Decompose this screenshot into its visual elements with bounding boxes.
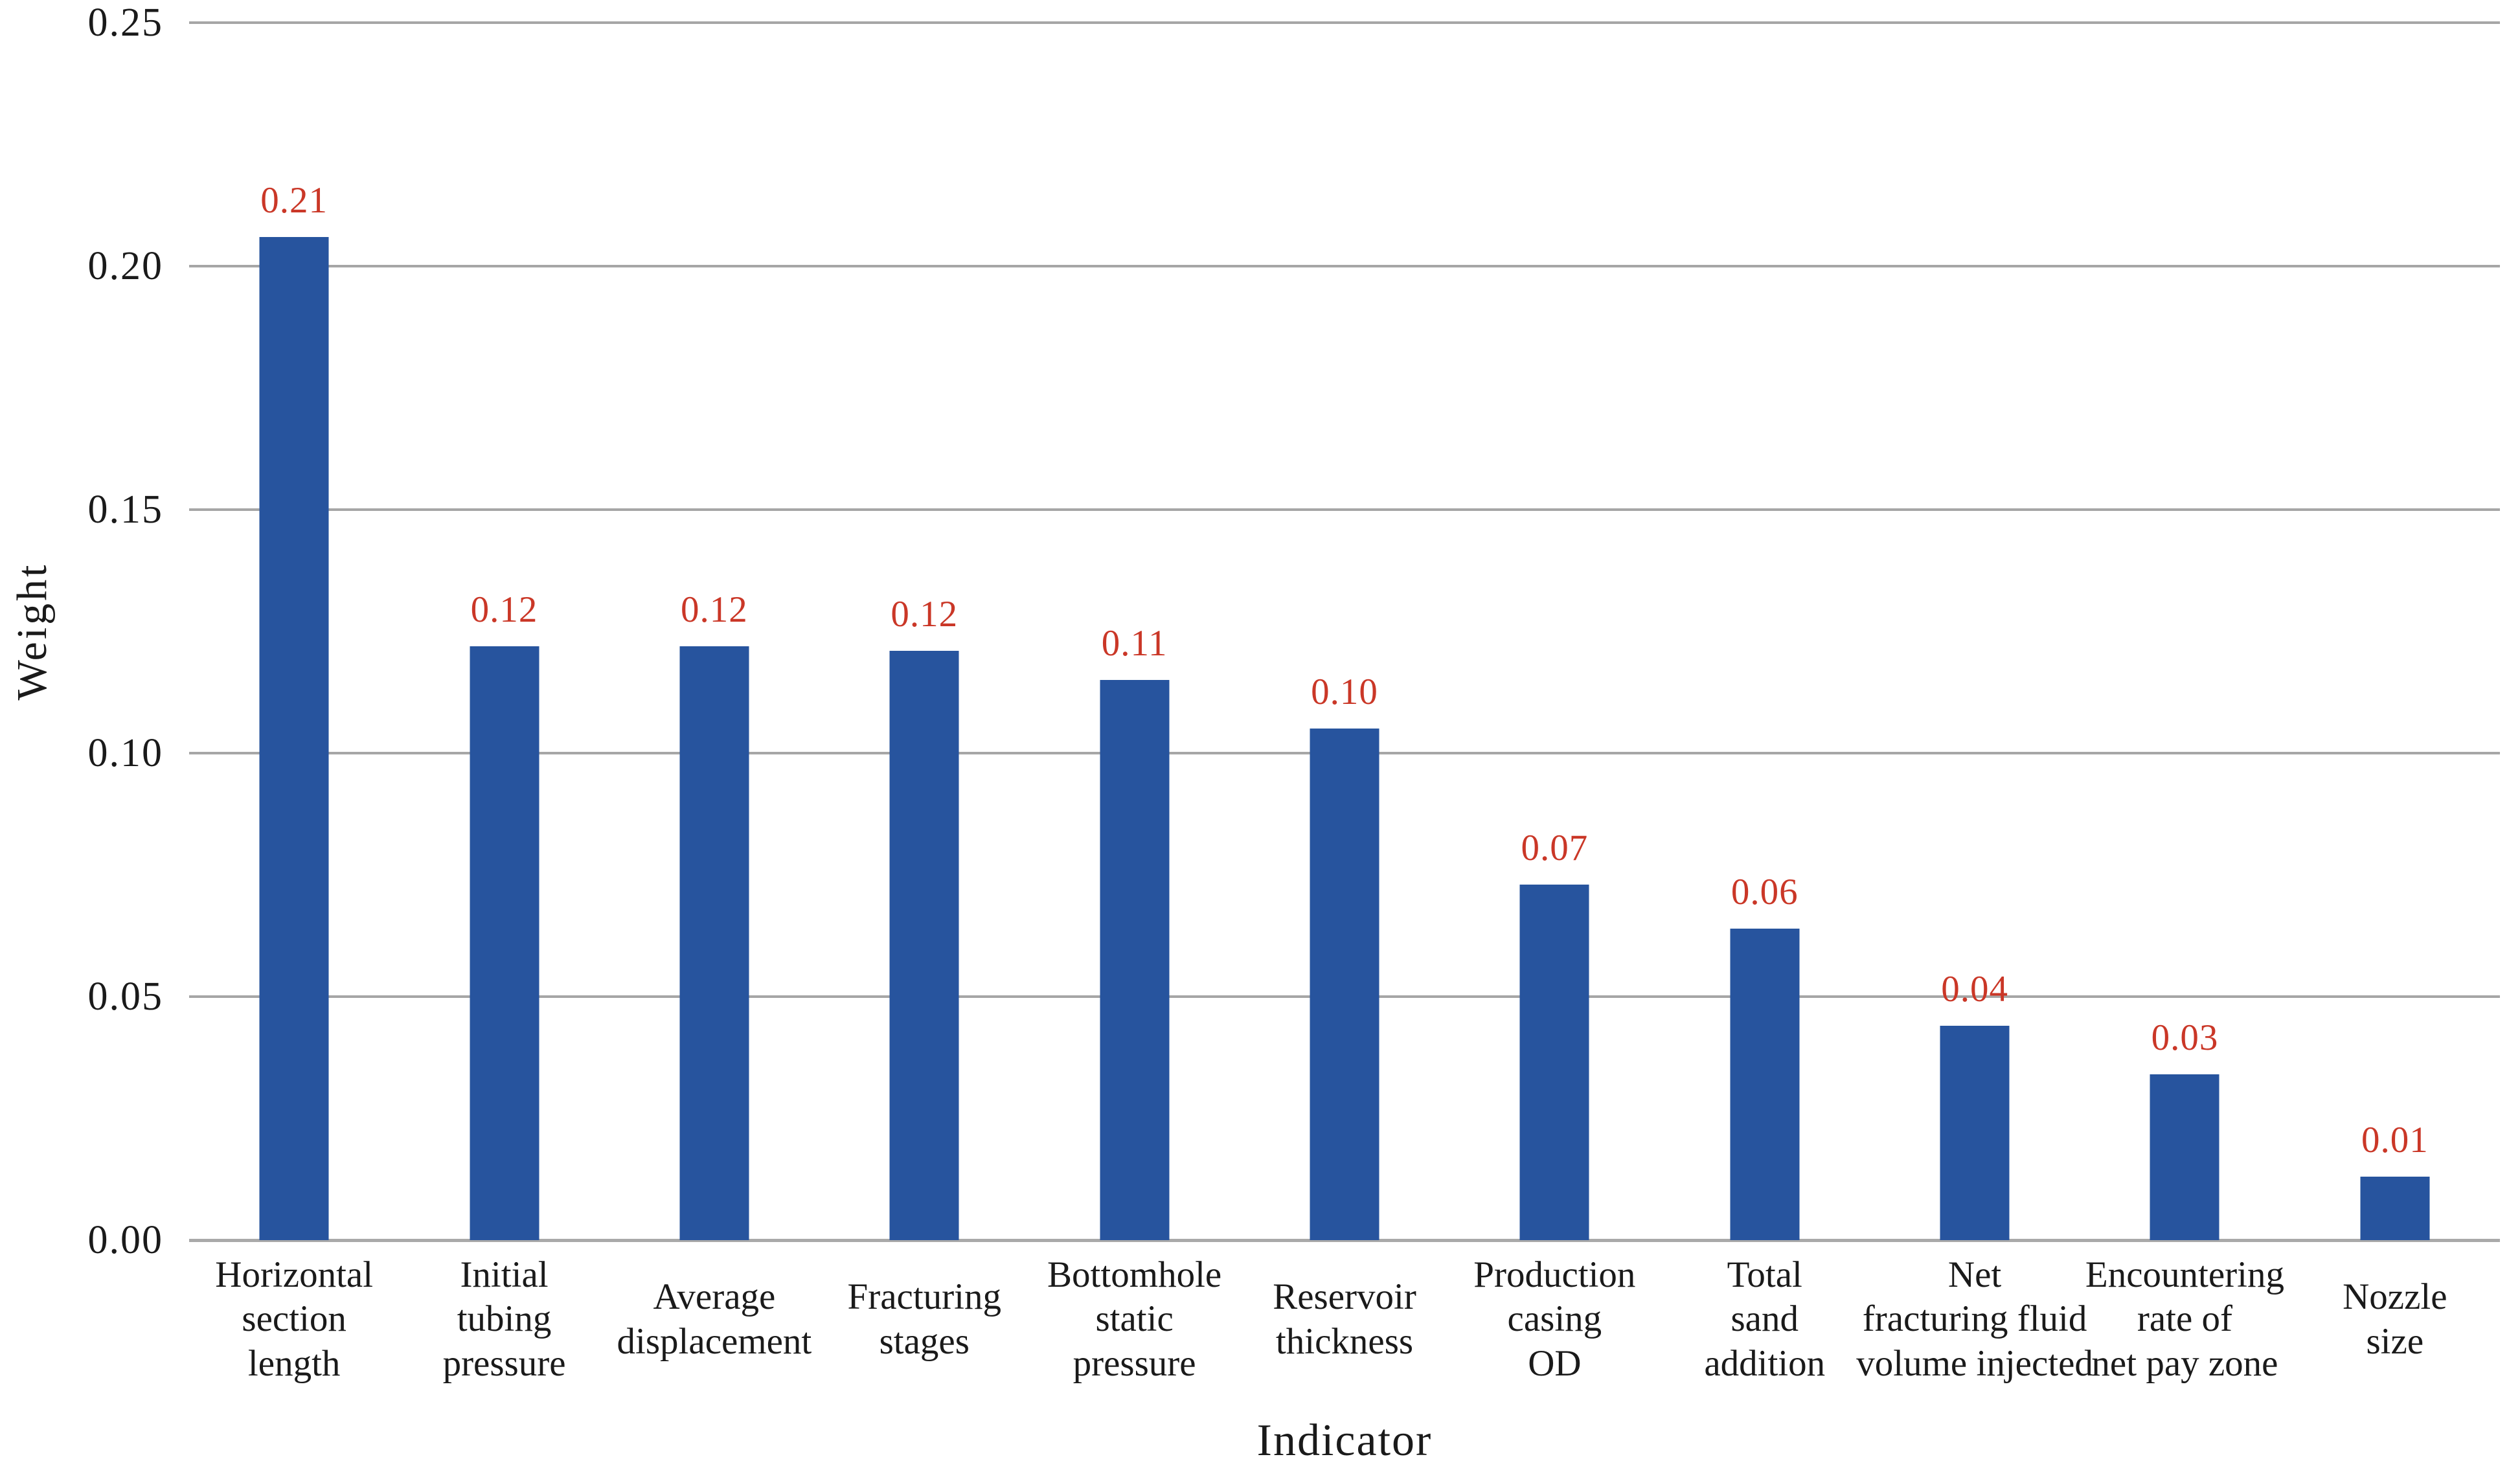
bar-encountering-rate-of-net-pay-zone — [2150, 1074, 2219, 1240]
x-category-label-average-displacement: Average displacement — [617, 1240, 812, 1399]
bar-bottomhole-static-pressure — [1100, 680, 1170, 1240]
bar-value-label: 0.11 — [1101, 623, 1168, 664]
y-tick-label: 0.05 — [87, 975, 163, 1019]
bar-net-fracturing-fluid-volume-injected — [1940, 1026, 2010, 1240]
gridline-0.20 — [189, 265, 2500, 267]
gridline-0.00 — [189, 1239, 2500, 1242]
bar-value-label: 0.12 — [681, 589, 748, 630]
x-category-label-encountering-rate-of-net-pay-zone: Encountering rate of net pay zone — [2085, 1240, 2284, 1399]
gridline-0.15 — [189, 508, 2500, 511]
x-category-label-horizontal-section-length: Horizontal section length — [215, 1240, 373, 1399]
x-category-label-production-casing-od: Production casing OD — [1473, 1240, 1635, 1399]
x-category-label-text: Total sand addition — [1704, 1254, 1826, 1384]
x-category-label-text: Fracturing stages — [847, 1276, 1001, 1362]
bar-value-label: 0.10 — [1311, 672, 1378, 713]
x-category-label-total-sand-addition: Total sand addition — [1704, 1240, 1825, 1399]
bar-average-displacement — [679, 646, 749, 1240]
x-category-label-text: Nozzle size — [2343, 1276, 2447, 1362]
plot-area: 0.21 0.12 0.12 0.12 0.11 0.10 0.07 0.06 0.04 0.03… — [189, 21, 2500, 1242]
x-category-label-net-fracturing-fluid-volume-injected: Net fracturing fluid volume injected — [1856, 1240, 2093, 1399]
x-category-label-initial-tubing-pressure: Initial tubing pressure — [443, 1240, 566, 1399]
y-tick-label: 0.10 — [87, 731, 163, 775]
bar-value-label: 0.01 — [2361, 1120, 2429, 1161]
x-axis-title: Indicator — [1256, 1416, 1433, 1465]
bar-fracturing-stages — [889, 651, 959, 1240]
x-category-label-text: Net fracturing fluid volume injected — [1856, 1254, 2093, 1384]
y-tick-label: 0.00 — [87, 1218, 163, 1262]
bar-value-label: 0.04 — [1941, 969, 2008, 1010]
x-category-label-text: Reservoir thickness — [1273, 1276, 1416, 1362]
y-tick-label: 0.25 — [87, 1, 163, 45]
x-category-label-text: Horizontal section length — [215, 1254, 374, 1384]
y-tick-label: 0.15 — [87, 488, 163, 532]
x-axis-category-labels: Horizontal section length Initial tubing pres… — [189, 1240, 2500, 1399]
bar-value-label: 0.03 — [2151, 1017, 2219, 1059]
bar-total-sand-addition — [1730, 928, 1800, 1240]
bar-production-casing-od — [1519, 885, 1589, 1240]
y-axis-tick-labels: 0.25 0.20 0.15 0.10 0.05 0.00 — [39, 1, 163, 1262]
bar-value-label: 0.07 — [1521, 828, 1589, 869]
bar-value-label: 0.21 — [260, 179, 328, 221]
bar-horizontal-section-length — [259, 236, 329, 1240]
bar-value-label: 0.12 — [470, 589, 538, 630]
x-category-label-text: Production casing OD — [1473, 1254, 1636, 1384]
bar-nozzle-size — [2360, 1177, 2430, 1240]
x-category-label-bottomhole-static-pressure: Bottomhole static pressure — [1047, 1240, 1221, 1399]
y-tick-label: 0.20 — [87, 244, 163, 288]
x-category-label-text: Bottomhole static pressure — [1047, 1254, 1222, 1384]
x-category-label-fracturing-stages: Fracturing stages — [848, 1240, 1001, 1399]
gridline-0.25 — [189, 21, 2500, 24]
bar-initial-tubing-pressure — [470, 646, 539, 1240]
bar-value-label: 0.06 — [1731, 871, 1799, 912]
x-category-label-text: Encountering rate of net pay zone — [2085, 1254, 2284, 1384]
x-category-label-reservoir-thickness: Reservoir thickness — [1273, 1240, 1416, 1399]
bar-value-label: 0.12 — [891, 594, 959, 635]
x-category-label-text: Initial tubing pressure — [442, 1254, 566, 1384]
bar-reservoir-thickness — [1310, 729, 1379, 1240]
x-category-label-nozzle-size: Nozzle size — [2343, 1240, 2447, 1399]
x-category-label-text: Average displacement — [617, 1276, 812, 1362]
